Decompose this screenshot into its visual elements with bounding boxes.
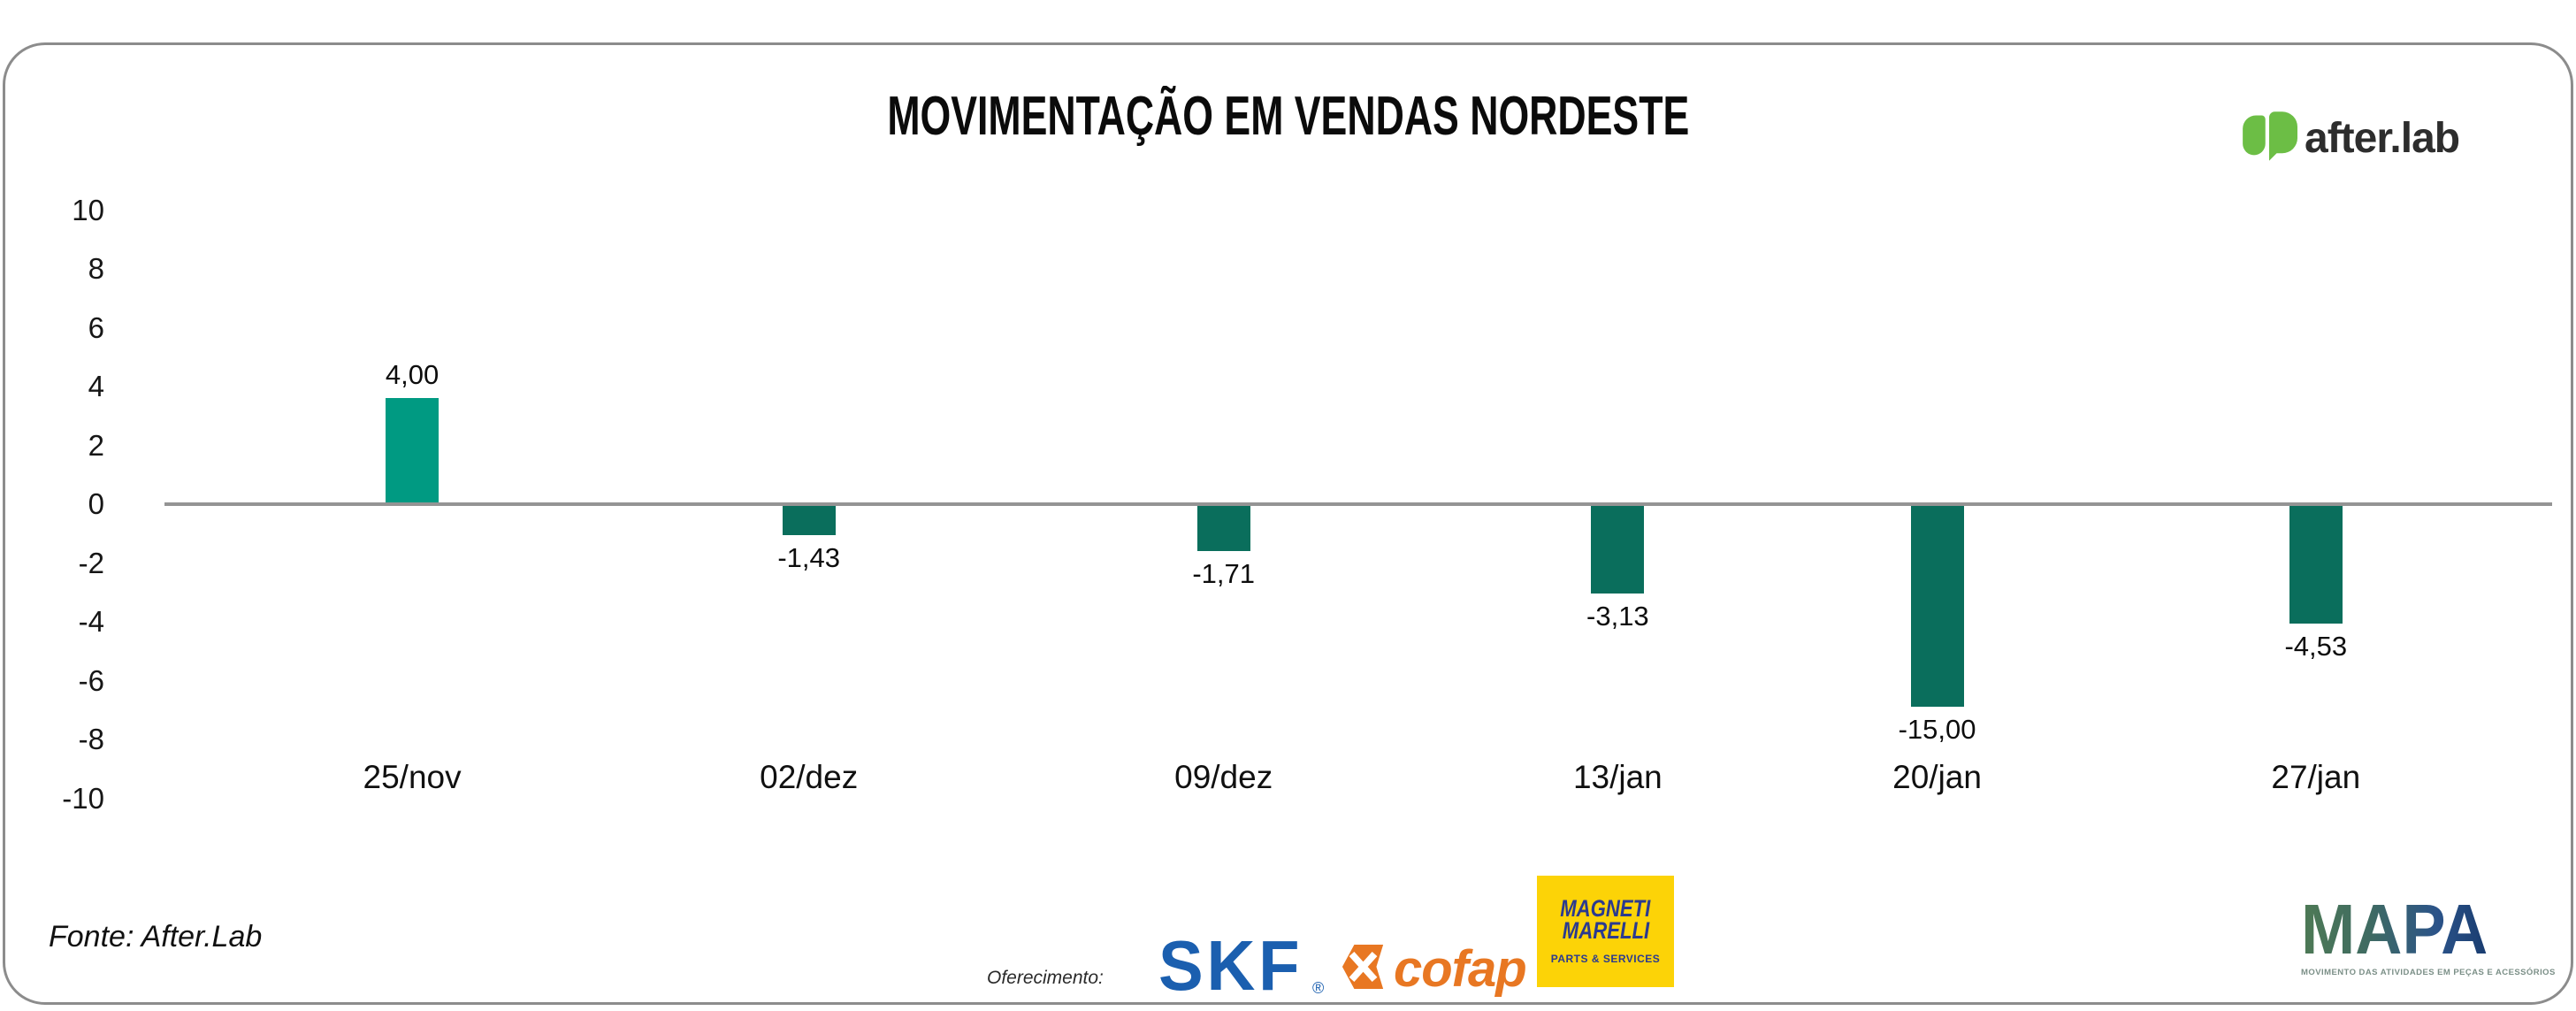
after-lab-wordmark: after.lab [2305,114,2460,162]
y-tick-label: -6 [78,663,104,697]
x-tick-label: 25/nov [363,759,462,795]
bar-value-label: -1,71 [1192,558,1255,590]
bar-27/jan [2289,504,2343,624]
chart-card [3,42,2573,1005]
after-lab-logo: after.lab [2241,110,2460,166]
bar-02/dez [782,504,836,535]
x-tick-label: 20/jan [1892,759,1982,795]
y-tick-label: -2 [78,546,104,579]
y-tick-label: 4 [88,370,104,402]
bar-13/jan [1591,504,1645,594]
mapa-tagline: MOVIMENTO DAS ATIVIDADES EM PEÇAS E ACES… [2301,968,2556,977]
cofap-wordmark: cofap [1394,940,1527,998]
x-tick-label: 02/dez [760,759,859,795]
zero-axis-line [164,502,2552,506]
marelli-line: MARELLI [1562,917,1649,944]
chart-title-text: MOVIMENTAÇÃO EM VENDAS NORDESTE [887,86,1689,147]
x-tick-label: 13/jan [1572,759,1663,795]
chart-title: MOVIMENTAÇÃO EM VENDAS NORDESTE [0,85,2576,148]
parts-services-label: PARTS & SERVICES [1550,953,1661,965]
bar-20/jan [1910,504,1964,708]
sponsor-label: Oferecimento: [987,968,1104,988]
y-tick-label: -10 [62,781,104,815]
bar-value-label: -15,00 [1898,714,1976,746]
mapa-wordmark: MAPA [2301,894,2496,965]
y-tick-label: 0 [88,487,104,520]
skf-registered-mark-icon: ® [1312,979,1325,997]
y-tick-label: -8 [78,723,104,755]
x-tick-label: 27/jan [2271,759,2361,795]
after-lab-leaf-icon [2241,111,2297,165]
cofap-logo: cofap [1341,939,1527,999]
bar-value-label: 4,00 [385,359,440,391]
skf-wordmark: SKF [1158,926,1303,1005]
y-tick-label: 2 [88,428,104,462]
y-tick-label: 10 [72,193,104,226]
bar-25/nov [386,398,440,504]
magneti-marelli-logo: MAGNETI MARELLI PARTS & SERVICES [1537,876,1674,987]
bar-09/dez [1196,504,1250,552]
source-note: Fonte: After.Lab [49,920,263,954]
y-tick-label: 6 [88,310,104,344]
bar-value-label: -3,13 [1586,601,1649,632]
cofap-x-icon [1341,942,1387,996]
x-tick-label: 09/dez [1174,759,1273,795]
skf-logo: SKF ® [1158,926,1325,1005]
bar-value-label: -4,53 [2284,630,2348,662]
y-tick-label: 8 [88,252,104,285]
magneti-line: MAGNETI [1560,895,1651,922]
mapa-logo: MAPA MOVIMENTO DAS ATIVIDADES EM PEÇAS E… [2301,894,2556,978]
bar-value-label: -1,43 [777,541,840,573]
y-tick-label: -4 [78,605,104,638]
